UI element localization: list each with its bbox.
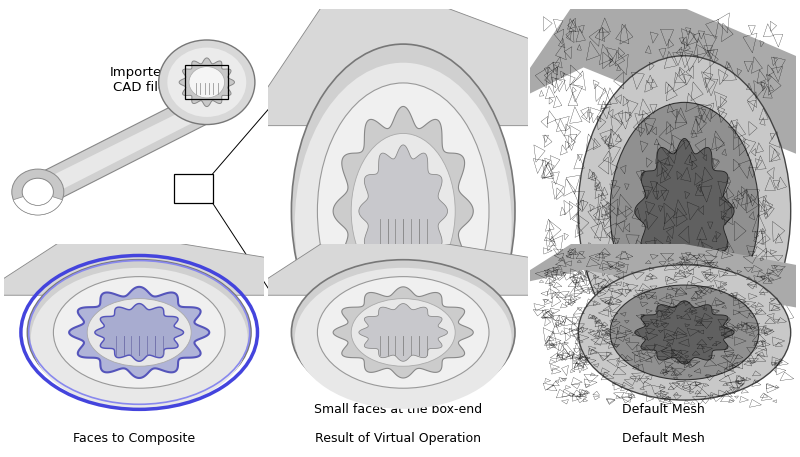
Polygon shape — [242, 228, 554, 295]
Polygon shape — [333, 287, 474, 378]
Bar — [186, 65, 228, 100]
Circle shape — [87, 298, 191, 366]
Polygon shape — [0, 228, 290, 295]
Circle shape — [318, 276, 489, 388]
Polygon shape — [25, 94, 218, 203]
Circle shape — [27, 260, 251, 405]
Polygon shape — [179, 58, 234, 106]
Text: Imported
CAD file: Imported CAD file — [110, 66, 170, 94]
Wedge shape — [13, 197, 62, 215]
Text: Result of Virtual Operation: Result of Virtual Operation — [314, 432, 481, 445]
Circle shape — [291, 260, 515, 405]
Circle shape — [158, 40, 255, 125]
Circle shape — [54, 276, 225, 388]
Circle shape — [578, 265, 790, 400]
Polygon shape — [33, 103, 210, 197]
Text: Small faces at the box-end: Small faces at the box-end — [314, 403, 482, 416]
Circle shape — [351, 298, 455, 366]
Circle shape — [30, 268, 248, 409]
Text: Faces to Composite: Faces to Composite — [73, 432, 194, 445]
Polygon shape — [359, 303, 447, 361]
Circle shape — [12, 169, 64, 215]
Circle shape — [22, 178, 54, 206]
Circle shape — [291, 44, 515, 378]
Polygon shape — [634, 301, 734, 364]
Circle shape — [189, 67, 225, 98]
Circle shape — [351, 133, 455, 289]
Text: Default Mesh: Default Mesh — [622, 403, 705, 416]
Polygon shape — [95, 303, 183, 361]
Circle shape — [610, 102, 759, 320]
Circle shape — [167, 48, 246, 117]
Polygon shape — [634, 138, 734, 284]
Circle shape — [578, 56, 790, 367]
Polygon shape — [504, 0, 800, 165]
Circle shape — [294, 268, 512, 409]
Polygon shape — [242, 0, 554, 126]
Circle shape — [610, 285, 759, 380]
Polygon shape — [69, 287, 210, 378]
Text: Default Mesh: Default Mesh — [622, 432, 705, 445]
Polygon shape — [359, 145, 447, 277]
Circle shape — [294, 63, 512, 387]
Bar — [174, 174, 213, 203]
Polygon shape — [504, 228, 800, 312]
Circle shape — [318, 83, 489, 339]
Polygon shape — [333, 106, 474, 316]
